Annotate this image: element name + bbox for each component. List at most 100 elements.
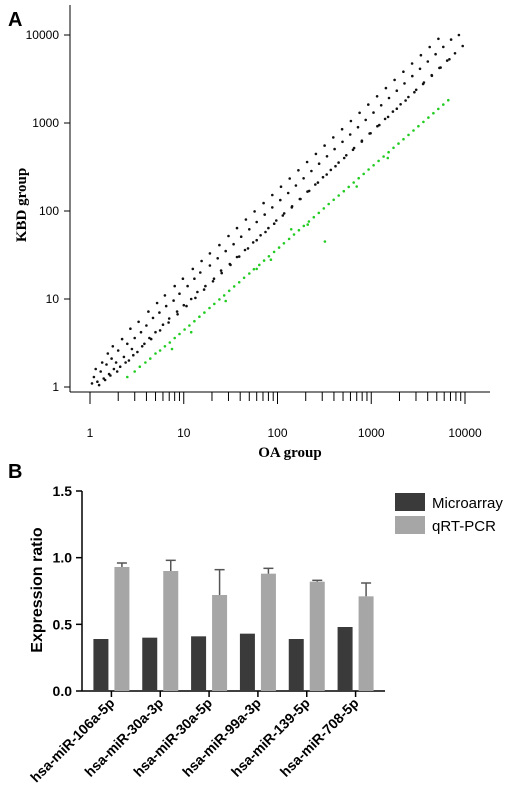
bar-microarray-hsa-mir-99a-3p: [239, 633, 255, 691]
scatter-point-black: [445, 59, 449, 62]
scatter-point-black: [172, 299, 175, 302]
scatter-point-green: [323, 240, 327, 243]
scatter-point-green: [372, 164, 375, 167]
scatter-point-black: [130, 347, 134, 351]
scatter-point-black: [367, 103, 370, 106]
scatter-point-black: [126, 342, 129, 346]
scatter-point-green: [322, 207, 326, 210]
scatter-point-green: [218, 298, 221, 301]
scatter-point-green: [203, 311, 206, 314]
scatter-x-tick-label: 1: [87, 426, 94, 440]
scatter-point-black: [216, 257, 219, 260]
scatter-point-green: [232, 285, 236, 288]
scatter-x-tick-label: 1000: [358, 426, 385, 440]
scatter-point-black: [139, 330, 143, 334]
scatter-point-black: [200, 259, 203, 263]
scatter-point-green: [193, 319, 196, 323]
scatter-point-black: [155, 301, 159, 305]
scatter-point-black: [307, 189, 311, 193]
scatter-point-black: [239, 235, 243, 238]
scatter-point-black: [414, 88, 418, 92]
scatter-point-black: [94, 367, 97, 371]
scatter-point-green: [198, 315, 201, 319]
scatter-point-black: [407, 95, 410, 99]
scatter-point-black: [259, 234, 262, 237]
bars: [93, 559, 374, 691]
scatter-point-green: [224, 299, 227, 303]
scatter-point-black: [384, 86, 388, 90]
scatter-point-black: [253, 210, 256, 213]
bar-x-tick-label: hsa-miR-106a-5p: [27, 695, 118, 786]
scatter-point-black: [133, 336, 136, 340]
scatter-point-green: [163, 345, 167, 348]
scatter-point-black: [391, 110, 395, 113]
scatter-point-black: [426, 60, 430, 63]
scatter-point-black: [333, 147, 336, 151]
scatter-point-black: [267, 226, 270, 230]
scatter-point-black: [418, 67, 422, 71]
scatter-point-green: [227, 289, 231, 293]
scatter-point-green: [289, 228, 293, 231]
scatter-point-black: [337, 161, 340, 164]
scatter-y-tick-label: 1: [52, 380, 59, 394]
scatter-point-green: [342, 189, 346, 193]
scatter-point-green: [307, 220, 311, 223]
scatter-point-green: [282, 242, 286, 245]
scatter-point-green: [222, 294, 226, 297]
scatter-point-black: [137, 320, 140, 324]
scatter-point-black: [251, 241, 255, 244]
scatter-point-black: [237, 255, 241, 258]
scatter-point-black: [305, 160, 309, 164]
scatter-point-black: [235, 226, 239, 230]
scatter-point-black: [349, 119, 353, 123]
scatter-point-black: [271, 193, 274, 197]
scatter-point-green: [297, 228, 301, 232]
scatter-point-black: [378, 123, 381, 127]
scatter-point-black: [321, 175, 325, 179]
scatter-point-black: [372, 111, 375, 114]
scatter-point-black: [151, 316, 155, 320]
bar-y-ticks: 0.0 0.5 1.0 1.5: [53, 483, 82, 699]
scatter-point-black: [264, 230, 267, 234]
scatter-point-black: [103, 378, 107, 382]
scatter-point-black: [334, 164, 337, 168]
scatter-point-black: [345, 154, 348, 157]
scatter-point-black: [461, 44, 465, 48]
bar-microarray-hsa-mir-139-5p: [288, 639, 304, 691]
scatter-point-black: [387, 96, 391, 100]
bar-microarray-hsa-mir-708-5p: [337, 627, 353, 691]
scatter-point-black: [212, 277, 216, 281]
scatter-point-black: [154, 330, 157, 334]
panel-a-label: A: [8, 9, 22, 31]
bar-y-tick-label: 0.5: [53, 616, 73, 632]
scatter-point-green: [407, 133, 410, 137]
scatter-point-black: [100, 361, 104, 364]
scatter-point-green: [188, 324, 191, 327]
scatter-point-green: [237, 281, 241, 284]
scatter-point-black: [430, 74, 434, 78]
scatter-point-black: [227, 234, 230, 238]
scatter-point-black: [411, 74, 414, 78]
scatter-point-black: [196, 290, 199, 294]
scatter-y-tick-label: 100: [39, 204, 59, 218]
scatter-point-green: [352, 181, 356, 184]
bar-y-tick-label: 0.0: [53, 683, 73, 699]
bar-y-tick-label: 1.5: [53, 483, 73, 499]
scatter-point-green: [355, 185, 359, 188]
scatter-point-green: [252, 267, 256, 271]
scatter-point-black: [358, 111, 361, 115]
bar-qrt-pcr-hsa-mir-139-5p: [309, 581, 325, 691]
scatter-point-green: [170, 347, 174, 351]
scatter-point-green: [144, 361, 147, 364]
bar-y-tick-label: 1.0: [53, 550, 73, 566]
scatter-point-black: [279, 185, 283, 188]
scatter-point-black: [110, 357, 113, 360]
scatter-point-black: [272, 222, 276, 225]
bar-qrt-pcr-hsa-mir-708-5p: [358, 596, 374, 691]
scatter-y-tick-label: 10000: [26, 28, 60, 42]
scatter-point-green: [412, 129, 415, 132]
scatter-point-black: [173, 284, 176, 288]
scatter-point-black: [114, 361, 118, 364]
scatter-point-black: [211, 280, 215, 283]
